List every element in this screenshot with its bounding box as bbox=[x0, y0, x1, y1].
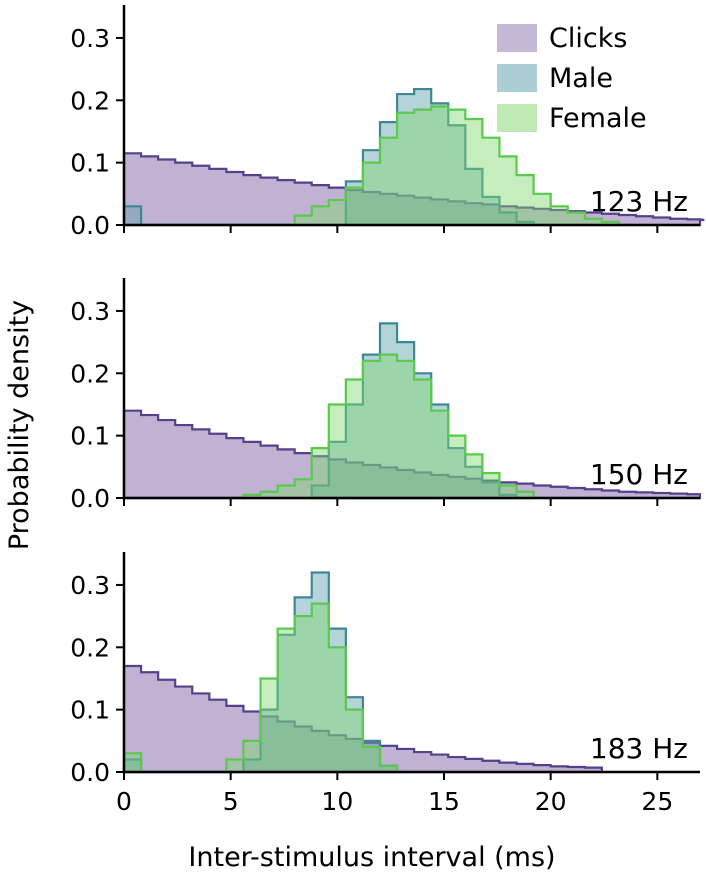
y-tick-label-panel-1: 0.2 bbox=[70, 86, 110, 115]
rate-label-panel-3: 183 Hz bbox=[590, 732, 688, 765]
legend-label-male: Male bbox=[549, 63, 613, 94]
legend-swatch-male bbox=[497, 64, 537, 92]
y-tick-label-panel-3: 0.3 bbox=[70, 571, 110, 600]
panel-1: 0.0 0.1 0.2 0.3 123 Hz bbox=[70, 5, 705, 240]
x-tick-label: 15 bbox=[428, 787, 460, 816]
y-tick-label-panel-2: 0.0 bbox=[70, 484, 110, 513]
x-tick-label: 20 bbox=[535, 787, 567, 816]
panel-3: 0.0 0.1 0.2 0.3 0 5 10 15 20 25 183 Hz bbox=[70, 552, 700, 816]
y-tick-label-panel-3: 0.0 bbox=[70, 758, 110, 787]
legend: Clicks Male Female bbox=[497, 23, 647, 134]
y-axis-label: Probability density bbox=[4, 300, 35, 550]
rate-label-panel-2: 150 Hz bbox=[590, 458, 688, 491]
y-tick-label-panel-1: 0.1 bbox=[70, 149, 110, 178]
y-tick-label-panel-3: 0.2 bbox=[70, 633, 110, 662]
legend-label-female: Female bbox=[549, 103, 647, 134]
hist-clicks-panel-1 bbox=[122, 152, 705, 227]
panel-2: 0.0 0.1 0.2 0.3 150 Hz bbox=[70, 278, 702, 513]
legend-label-clicks: Clicks bbox=[549, 23, 627, 54]
legend-swatch-female bbox=[497, 104, 537, 132]
y-tick-label-panel-2: 0.3 bbox=[70, 297, 110, 326]
x-tick-label: 25 bbox=[641, 787, 673, 816]
y-tick-label-panel-1: 0.3 bbox=[70, 24, 110, 53]
legend-swatch-clicks bbox=[497, 24, 537, 52]
x-tick-label: 5 bbox=[223, 787, 239, 816]
rate-label-panel-1: 123 Hz bbox=[590, 185, 688, 218]
x-tick-label: 0 bbox=[116, 787, 132, 816]
x-tick-label: 10 bbox=[321, 787, 353, 816]
hist-clicks-panel-2 bbox=[122, 409, 702, 500]
y-tick-label-panel-3: 0.1 bbox=[70, 696, 110, 725]
y-tick-label-panel-1: 0.0 bbox=[70, 211, 110, 240]
x-axis-label: Inter-stimulus interval (ms) bbox=[188, 842, 555, 873]
y-tick-label-panel-2: 0.2 bbox=[70, 359, 110, 388]
y-tick-label-panel-2: 0.1 bbox=[70, 422, 110, 451]
